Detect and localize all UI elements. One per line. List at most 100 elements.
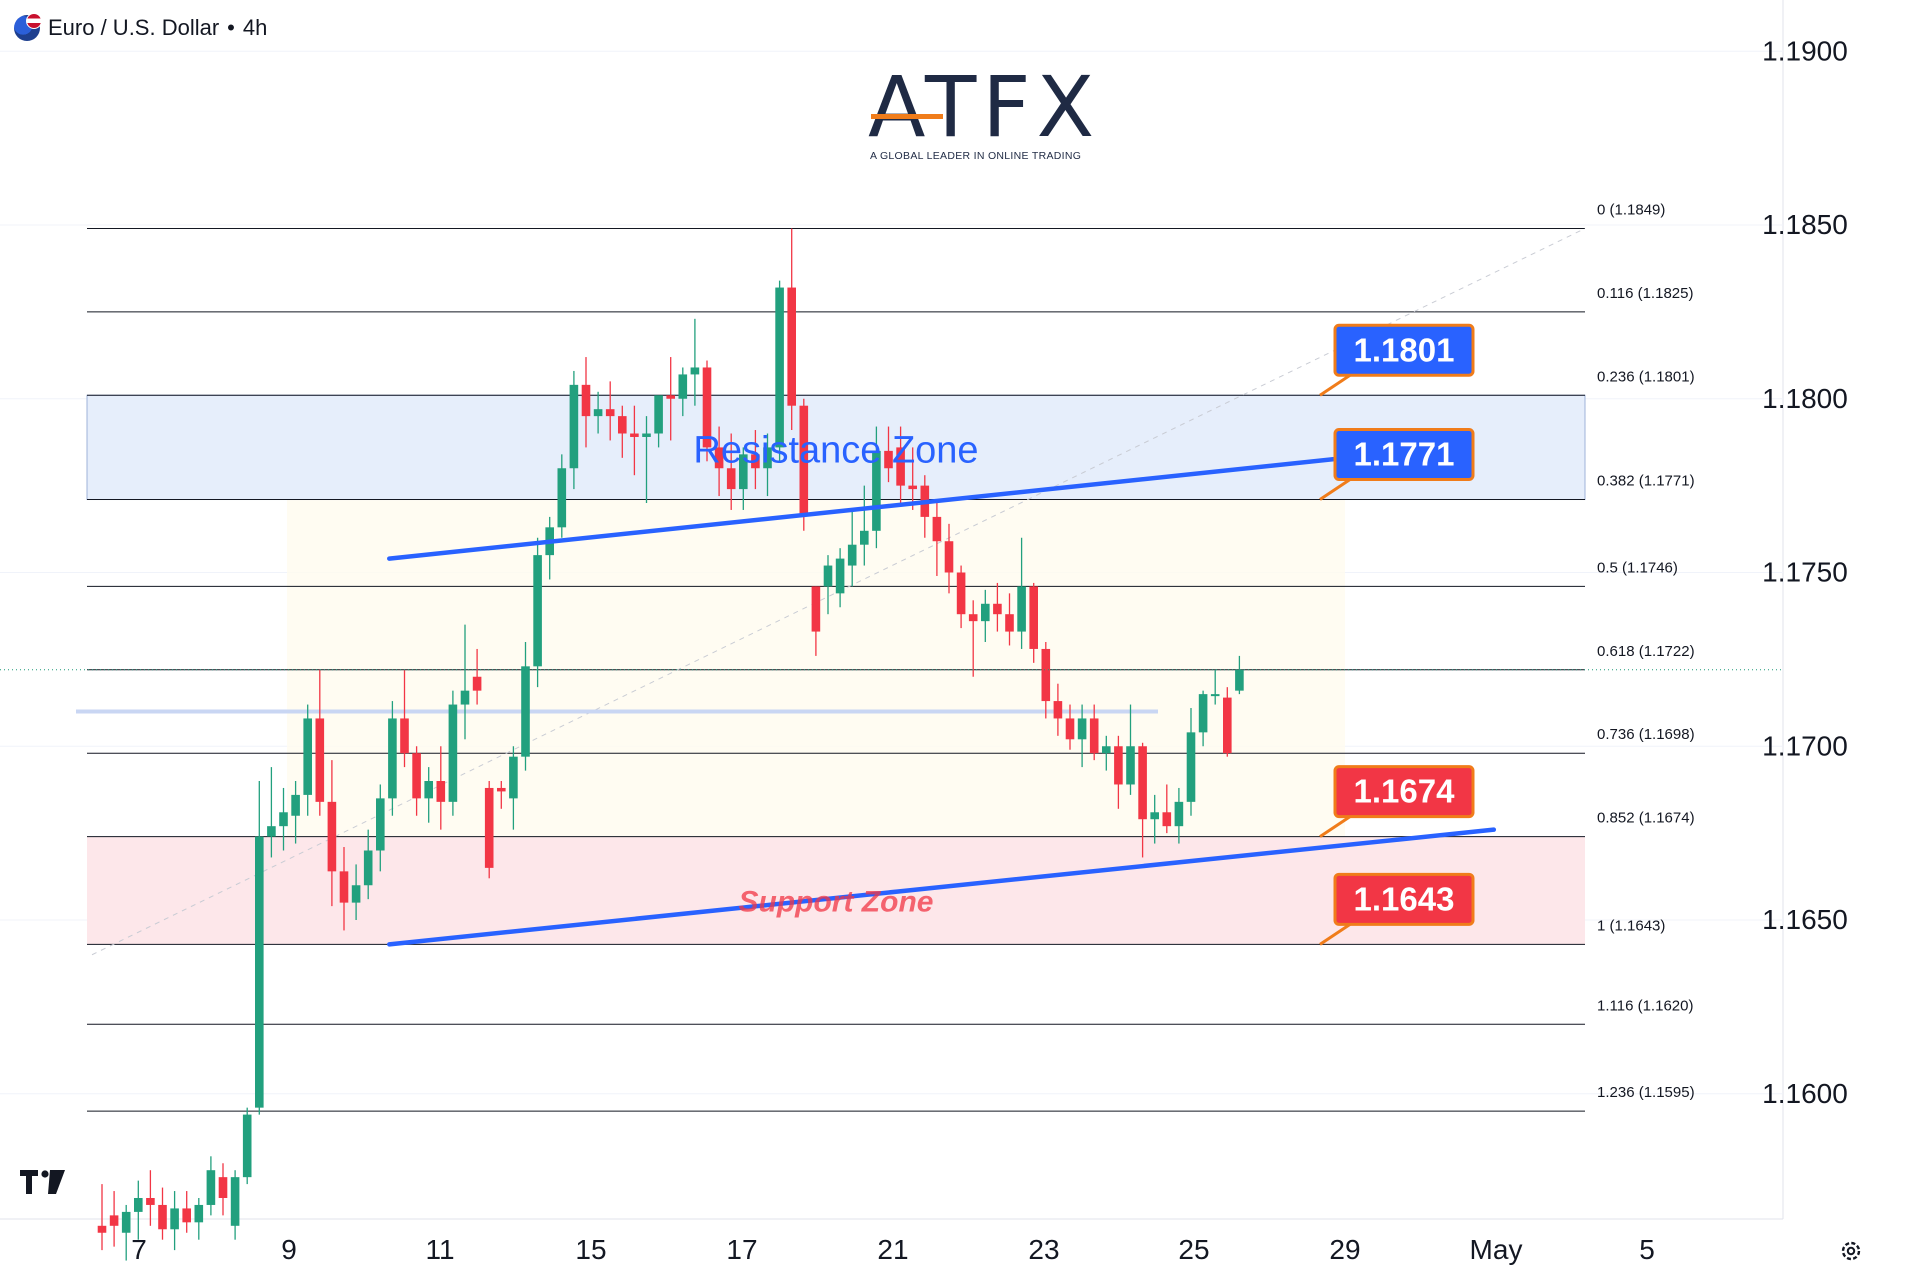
candle-body xyxy=(400,718,409,754)
candle-body xyxy=(472,676,482,691)
resistance-zone-label: Resistance Zone xyxy=(693,430,978,472)
candle-body xyxy=(835,558,845,594)
candle-body xyxy=(533,555,542,667)
candle-body xyxy=(763,447,772,469)
candle-body xyxy=(376,798,385,851)
x-axis-tick-label: 21 xyxy=(877,1234,908,1265)
candle-body xyxy=(303,718,312,795)
candle-body xyxy=(158,1204,167,1230)
fib-level-label: 0.618 (1.1722) xyxy=(1597,643,1695,660)
callout-label: 1.1643 xyxy=(1354,880,1455,917)
candle-body xyxy=(267,826,276,837)
candle-body xyxy=(823,565,833,587)
callout-pointer xyxy=(1319,815,1351,838)
fib-level-label: 1.236 (1.1595) xyxy=(1597,1084,1695,1101)
x-axis-tick-label: May xyxy=(1470,1234,1523,1265)
x-axis-tick-label: 25 xyxy=(1178,1234,1209,1265)
candle-body xyxy=(436,781,446,802)
fib-level-label: 0.5 (1.1746) xyxy=(1597,559,1678,576)
callout-box xyxy=(1333,872,1475,926)
candle-body xyxy=(1089,718,1099,754)
candle-body xyxy=(557,468,567,528)
price-callout: 1.1771 xyxy=(1319,428,1475,501)
support-zone-label: Support Zone xyxy=(739,885,934,918)
y-axis-tick-label: 1.1900 xyxy=(1762,35,1848,66)
fib-level-label: 0.382 (1.1771) xyxy=(1597,473,1695,490)
candle-body xyxy=(1235,669,1244,691)
callout-label: 1.1801 xyxy=(1354,331,1455,368)
tradingview-logo-icon[interactable] xyxy=(20,1170,66,1199)
x-axis-tick-label: 7 xyxy=(131,1234,147,1265)
candle-body xyxy=(714,447,724,469)
candle-body xyxy=(956,572,966,615)
candle-body xyxy=(1174,801,1184,827)
x-axis-tick-label: 17 xyxy=(726,1234,757,1265)
candle-body xyxy=(424,781,433,799)
chart-header: Euro / U.S. Dollar • 4h xyxy=(14,12,267,44)
candle-body xyxy=(896,447,905,486)
candle-body xyxy=(1210,694,1220,697)
price-callout: 1.1643 xyxy=(1319,872,1475,946)
candle-body xyxy=(944,541,954,573)
candle-body xyxy=(1102,746,1111,754)
settings-gear-icon[interactable] xyxy=(1838,1238,1864,1269)
candle-body xyxy=(339,871,349,903)
candle-body xyxy=(1150,812,1159,820)
x-axis-tick-label: 15 xyxy=(575,1234,606,1265)
atfx-tagline: A GLOBAL LEADER IN ONLINE TRADING xyxy=(870,150,1082,162)
y-axis-tick-label: 1.1700 xyxy=(1762,730,1848,761)
fib-level-label: 0.236 (1.1801) xyxy=(1597,368,1695,385)
candle-body xyxy=(932,516,942,542)
candle-body xyxy=(327,801,337,872)
candle-body xyxy=(1077,718,1087,740)
candle-body xyxy=(654,395,663,434)
symbol-title[interactable]: Euro / U.S. Dollar xyxy=(48,15,220,40)
candle-body xyxy=(242,1114,252,1178)
fib-level-label: 1.116 (1.1620) xyxy=(1597,997,1693,1014)
candle-body xyxy=(1162,812,1172,827)
fib-level-label: 0.852 (1.1674) xyxy=(1597,810,1695,827)
candle-body xyxy=(787,287,796,406)
candle-body xyxy=(448,704,458,802)
candle-body xyxy=(509,756,518,799)
callout-label: 1.1674 xyxy=(1354,773,1456,810)
candle-body xyxy=(218,1177,228,1198)
candle-body xyxy=(388,718,397,799)
candle-body xyxy=(847,544,857,566)
candle-body xyxy=(351,885,361,903)
callout-pointer xyxy=(1319,374,1351,397)
candle-body xyxy=(363,850,373,886)
candle-body xyxy=(618,416,627,434)
candle-body xyxy=(908,485,917,490)
candle-body xyxy=(170,1208,179,1230)
candle-body xyxy=(666,395,675,399)
candle-body xyxy=(981,603,990,622)
candle-body xyxy=(315,718,325,802)
candle-body xyxy=(872,450,881,531)
candle-body xyxy=(460,690,470,705)
candle-body xyxy=(230,1177,240,1226)
candle-body xyxy=(581,384,591,417)
candle-body xyxy=(279,812,288,827)
timeframe-label[interactable]: 4h xyxy=(242,15,268,40)
candle-body xyxy=(751,454,760,469)
candle-body xyxy=(775,287,784,448)
atfx-logo: ATFX A GLOBAL LEADER IN ONLINE TRADING xyxy=(868,62,1094,162)
candle-body xyxy=(968,614,978,622)
candle-body xyxy=(799,405,809,514)
candle-body xyxy=(569,384,579,469)
callout-box xyxy=(1333,428,1475,482)
x-axis-tick-label: 5 xyxy=(1639,1234,1655,1265)
candle-body xyxy=(521,666,530,757)
y-axis-tick-label: 1.1800 xyxy=(1762,383,1848,414)
candle-body xyxy=(1114,746,1123,785)
candle-body xyxy=(1029,586,1038,649)
candle-body xyxy=(1017,586,1026,632)
fib-level-label: 1 (1.1643) xyxy=(1597,917,1665,934)
candle-body xyxy=(1065,718,1075,740)
candle-body xyxy=(146,1198,155,1205)
candle-body xyxy=(1126,746,1135,785)
y-axis-tick-label: 1.1600 xyxy=(1762,1078,1848,1109)
callout-pointer xyxy=(1319,923,1351,946)
